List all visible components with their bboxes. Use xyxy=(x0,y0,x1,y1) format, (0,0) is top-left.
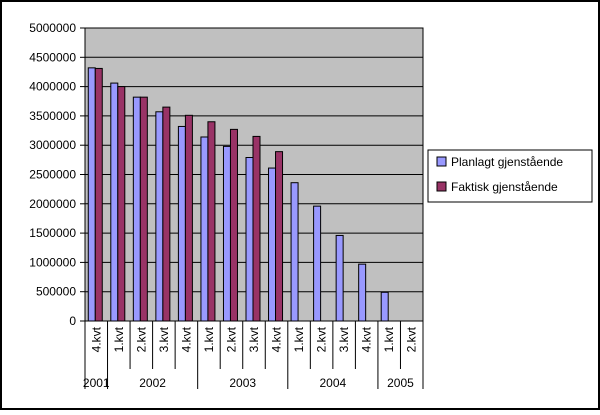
x-category-label: 2.kvt xyxy=(315,326,329,352)
y-tick-label: 1500000 xyxy=(29,226,76,240)
y-tick-label: 2500000 xyxy=(29,168,76,182)
bar-planlagt-7 xyxy=(245,157,254,322)
y-tick-label: 0 xyxy=(69,314,76,328)
y-tick-label: 4000000 xyxy=(29,80,76,94)
legend-label-faktisk: Faktisk gjenstående xyxy=(451,180,558,194)
bar-planlagt-13 xyxy=(380,291,389,322)
year-label: 2001 xyxy=(83,376,110,390)
legend-swatch-planlagt xyxy=(436,156,447,167)
y-tick-label: 4500000 xyxy=(29,50,76,64)
y-tick-label: 1000000 xyxy=(29,255,76,269)
x-category-label: 3.kvt xyxy=(157,326,171,352)
bar-faktisk-2 xyxy=(139,96,148,322)
x-category-label: 3.kvt xyxy=(337,326,351,352)
legend: Planlagt gjenstående Faktisk gjenstående xyxy=(427,149,593,203)
x-axis: 4.kvt 1.kvt 2.kvt 3.kvt 4.kvt 1.kvt 2.kvt 3.kvt… xyxy=(83,320,424,390)
x-category-label: 4.kvt xyxy=(89,326,103,352)
x-category-label: 1.kvt xyxy=(202,326,216,352)
legend-box xyxy=(427,149,593,203)
bar-planlagt-9 xyxy=(290,182,299,322)
bar-planlagt-4 xyxy=(177,125,186,322)
bar-planlagt-2 xyxy=(132,96,141,322)
bar-planlagt-8 xyxy=(268,167,277,322)
year-label: 2003 xyxy=(229,376,256,390)
bar-faktisk-4 xyxy=(184,114,193,322)
bar-faktisk-1 xyxy=(117,86,126,322)
x-category-label: 4.kvt xyxy=(179,326,193,352)
bar-planlagt-5 xyxy=(200,136,209,322)
x-category-label: 1.kvt xyxy=(292,326,306,352)
bars xyxy=(87,67,389,322)
x-category-label: 2.kvt xyxy=(224,326,238,352)
bar-faktisk-8 xyxy=(275,151,284,322)
bar-faktisk-5 xyxy=(207,121,216,322)
x-category-label: 3.kvt xyxy=(247,326,261,352)
year-label: 2004 xyxy=(320,376,347,390)
y-tick-label: 5000000 xyxy=(29,21,76,35)
bar-faktisk-0 xyxy=(94,67,103,322)
legend-label-planlagt: Planlagt gjenstående xyxy=(451,155,563,169)
x-category-label: 1.kvt xyxy=(382,326,396,352)
bar-planlagt-0 xyxy=(87,67,96,322)
year-label: 2002 xyxy=(139,376,166,390)
x-category-label: 2.kvt xyxy=(134,326,148,352)
legend-swatch-faktisk xyxy=(436,181,447,192)
bar-planlagt-6 xyxy=(222,145,231,322)
y-tick-label: 3500000 xyxy=(29,109,76,123)
x-category-label: 4.kvt xyxy=(270,326,284,352)
bar-faktisk-7 xyxy=(252,135,261,322)
y-tick-label: 500000 xyxy=(36,285,76,299)
x-category-label: 1.kvt xyxy=(112,326,126,352)
bar-planlagt-3 xyxy=(155,111,164,322)
year-label: 2005 xyxy=(387,376,414,390)
y-tick-label: 2000000 xyxy=(29,197,76,211)
x-category-label: 2.kvt xyxy=(405,326,419,352)
bar-faktisk-3 xyxy=(162,106,171,322)
x-category-label: 4.kvt xyxy=(360,326,374,352)
bar-faktisk-6 xyxy=(229,128,238,322)
bar-planlagt-12 xyxy=(358,263,367,322)
bar-planlagt-1 xyxy=(110,82,119,322)
bar-planlagt-10 xyxy=(313,205,322,322)
bar-planlagt-11 xyxy=(335,234,344,322)
y-axis: 0 500000 1000000 1500000 2000000 2500000 30000… xyxy=(29,21,86,328)
y-tick-label: 3000000 xyxy=(29,138,76,152)
